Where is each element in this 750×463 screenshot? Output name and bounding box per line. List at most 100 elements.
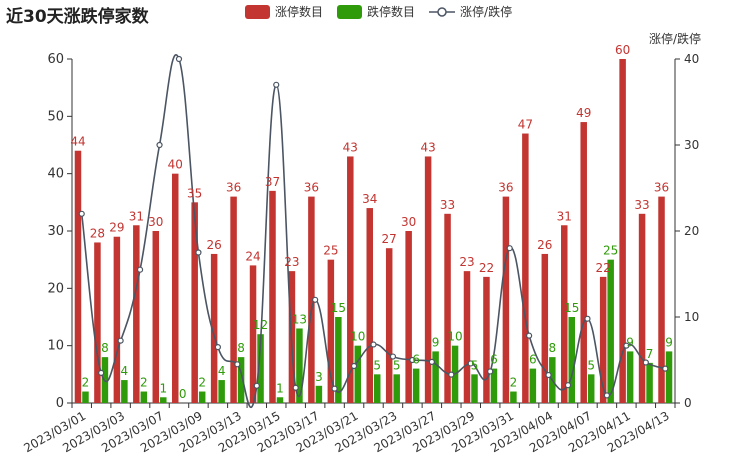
- bar-limit-up[interactable]: [249, 265, 257, 403]
- bar-limit-up[interactable]: [191, 202, 198, 403]
- ratio-point[interactable]: [389, 353, 397, 360]
- bar-limit-down[interactable]: [432, 351, 439, 403]
- bar-limit-down[interactable]: [587, 374, 595, 403]
- bar-limit-down[interactable]: [315, 385, 323, 403]
- ratio-point[interactable]: [156, 141, 163, 149]
- bar-limit-down[interactable]: [412, 368, 420, 403]
- ratio-point[interactable]: [136, 266, 144, 273]
- bar-limit-down[interactable]: [607, 259, 614, 403]
- bar-limit-up[interactable]: [424, 156, 432, 403]
- bar-limit-down[interactable]: [140, 391, 148, 403]
- bar-limit-up[interactable]: [366, 208, 374, 403]
- bar-limit-up[interactable]: [599, 276, 607, 403]
- bar-limit-up[interactable]: [152, 231, 160, 403]
- bar-limit-up[interactable]: [269, 190, 276, 403]
- bar-limit-down[interactable]: [296, 328, 303, 403]
- bar-limit-up[interactable]: [658, 196, 665, 403]
- bar-limit-down[interactable]: [490, 368, 498, 403]
- bar-limit-up[interactable]: [133, 225, 140, 403]
- data-label-limit-down: 15: [564, 301, 579, 315]
- bar-limit-up[interactable]: [308, 196, 315, 403]
- bar-limit-down[interactable]: [354, 345, 362, 403]
- bar-limit-up[interactable]: [502, 196, 510, 403]
- bar-limit-down[interactable]: [82, 391, 89, 403]
- ratio-point[interactable]: [331, 385, 338, 392]
- legend[interactable]: 涨停数目 跌停数目 涨停/跌停: [245, 3, 512, 20]
- bar-limit-up[interactable]: [580, 122, 587, 404]
- bar-limit-down[interactable]: [393, 374, 400, 403]
- bar-limit-up[interactable]: [463, 271, 471, 403]
- ratio-point[interactable]: [214, 344, 221, 351]
- bar-limit-down[interactable]: [665, 351, 673, 403]
- bar-limit-down[interactable]: [471, 374, 478, 403]
- bar-limit-down[interactable]: [374, 374, 381, 403]
- bar-limit-up[interactable]: [171, 173, 179, 403]
- bar-limit-down[interactable]: [646, 362, 653, 403]
- bar-limit-down[interactable]: [568, 317, 576, 403]
- legend-item-limit-up[interactable]: 涨停数目: [245, 3, 323, 20]
- bar-limit-down[interactable]: [198, 391, 206, 403]
- bar-limit-up[interactable]: [638, 213, 646, 403]
- ratio-point[interactable]: [195, 249, 202, 256]
- bar-limit-up[interactable]: [74, 150, 82, 403]
- data-label-limit-up: 37: [265, 175, 280, 189]
- ratio-point[interactable]: [175, 55, 183, 63]
- bar-limit-up[interactable]: [347, 156, 354, 403]
- bar-limit-up[interactable]: [561, 225, 568, 403]
- bar-limit-down[interactable]: [626, 351, 634, 403]
- ratio-point[interactable]: [350, 362, 358, 370]
- ratio-point[interactable]: [662, 365, 669, 372]
- ratio-point[interactable]: [117, 337, 124, 344]
- bar-limit-up[interactable]: [210, 253, 218, 403]
- ratio-point[interactable]: [642, 359, 649, 366]
- data-label-limit-down: 0: [179, 387, 187, 401]
- bar-limit-down[interactable]: [218, 380, 225, 403]
- ratio-point[interactable]: [506, 245, 513, 252]
- bar-limit-down[interactable]: [257, 334, 264, 403]
- bar-limit-up[interactable]: [385, 248, 393, 403]
- bar-limit-down[interactable]: [335, 317, 342, 403]
- data-label-limit-down: 12: [253, 318, 268, 332]
- ratio-point[interactable]: [467, 360, 474, 367]
- bar-limit-up[interactable]: [483, 276, 490, 403]
- bar-limit-up[interactable]: [327, 259, 335, 403]
- ratio-point[interactable]: [273, 81, 280, 88]
- legend-item-ratio[interactable]: 涨停/跌停: [429, 3, 512, 20]
- ratio-point[interactable]: [98, 369, 105, 376]
- ratio-point[interactable]: [370, 341, 377, 348]
- ratio-point[interactable]: [78, 210, 85, 217]
- y-left-tick-label: 50: [47, 109, 64, 124]
- ratio-point[interactable]: [623, 342, 630, 349]
- ratio-point[interactable]: [584, 315, 591, 322]
- bar-limit-down[interactable]: [529, 368, 537, 403]
- bar-limit-up[interactable]: [619, 59, 626, 403]
- bar-limit-down[interactable]: [121, 380, 128, 403]
- bar-limit-up[interactable]: [405, 231, 412, 403]
- ratio-point[interactable]: [409, 356, 416, 364]
- bar-limit-up[interactable]: [230, 196, 237, 403]
- bar-limit-up[interactable]: [444, 213, 451, 403]
- ratio-point[interactable]: [603, 392, 611, 399]
- bar-limit-up[interactable]: [541, 253, 549, 403]
- bar-limit-up[interactable]: [94, 242, 101, 403]
- ratio-point[interactable]: [292, 384, 299, 391]
- ratio-point[interactable]: [448, 371, 455, 378]
- data-label-limit-up: 30: [401, 215, 416, 229]
- ratio-point[interactable]: [487, 368, 494, 375]
- legend-item-limit-down[interactable]: 跌停数目: [337, 3, 415, 20]
- bar-limit-down[interactable]: [160, 397, 167, 403]
- bar-limit-down[interactable]: [276, 397, 284, 403]
- ratio-point[interactable]: [253, 382, 260, 389]
- data-label-limit-up: 34: [362, 192, 377, 206]
- ratio-point[interactable]: [526, 332, 533, 339]
- y-right-tick-label: 40: [684, 52, 699, 66]
- bar-limit-up[interactable]: [113, 236, 121, 403]
- bar-limit-down[interactable]: [237, 357, 245, 403]
- ratio-point[interactable]: [564, 382, 572, 389]
- ratio-point[interactable]: [545, 371, 552, 379]
- ratio-point[interactable]: [428, 358, 435, 365]
- ratio-point[interactable]: [234, 361, 241, 368]
- ratio-point[interactable]: [312, 296, 319, 303]
- bar-limit-down[interactable]: [510, 391, 517, 403]
- bar-limit-up[interactable]: [522, 133, 529, 404]
